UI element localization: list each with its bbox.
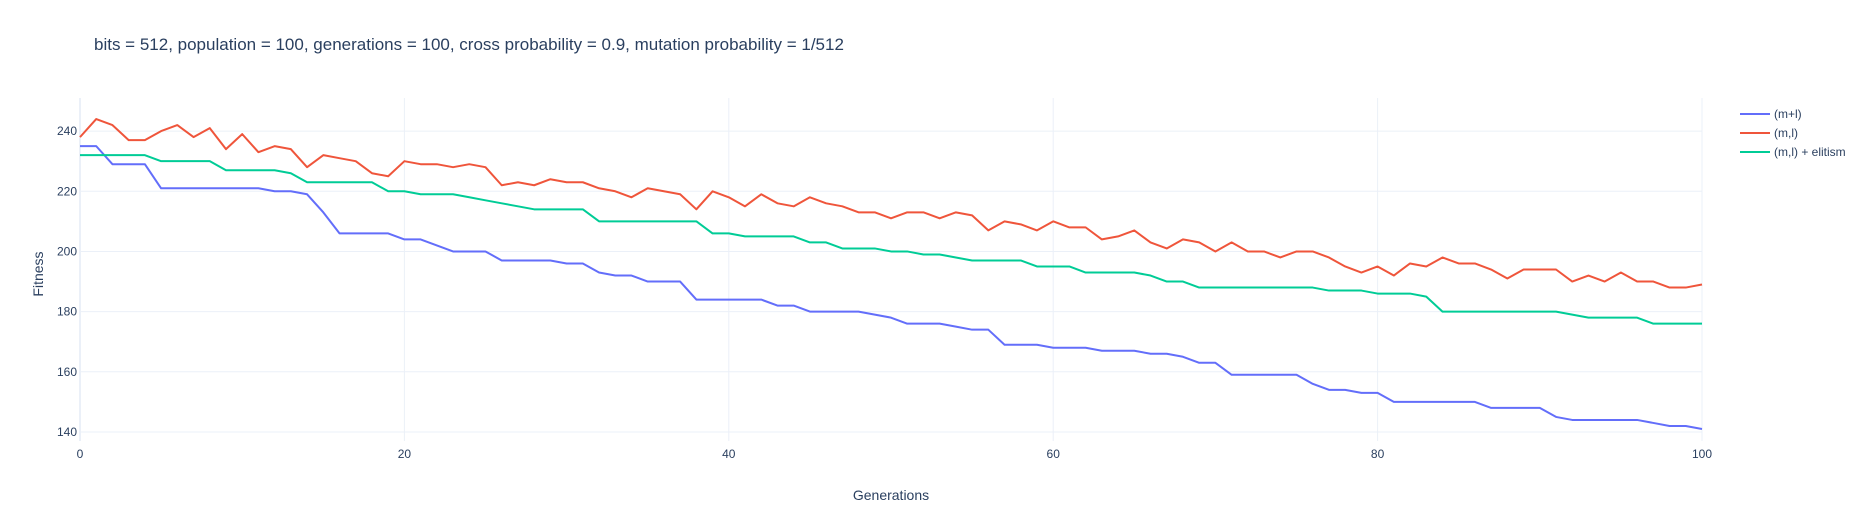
x-tick-label: 60 [1047, 447, 1061, 461]
x-tick-label: 40 [722, 447, 736, 461]
y-tick-label: 200 [57, 244, 77, 258]
legend-item[interactable]: (m,l) [1740, 126, 1798, 140]
legend-item[interactable]: (m,l) + elitism [1740, 145, 1846, 159]
x-tick-label: 100 [1692, 447, 1712, 461]
y-axis-title: Fitness [30, 251, 46, 296]
y-axis-ticks: 140 160 180 200 220 240 [57, 124, 77, 439]
x-tick-label: 80 [1371, 447, 1385, 461]
y-tick-label: 160 [57, 365, 77, 379]
x-axis-ticks: 0 20 40 60 80 100 [77, 447, 1713, 461]
y-tick-label: 220 [57, 184, 77, 198]
y-tick-label: 180 [57, 305, 77, 319]
y-tick-label: 140 [57, 425, 77, 439]
y-tick-label: 240 [57, 124, 77, 138]
legend-label: (m+l) [1774, 107, 1802, 121]
legend-item[interactable]: (m+l) [1740, 107, 1802, 121]
series-line-3 [80, 154, 1702, 325]
legend-label: (m,l) + elitism [1774, 145, 1846, 159]
series-line-1 [80, 145, 1703, 430]
chart-title: bits = 512, population = 100, generation… [94, 35, 844, 54]
legend[interactable]: (m+l) (m,l) (m,l) + elitism [1740, 107, 1846, 159]
legend-label: (m,l) [1774, 126, 1798, 140]
series-line-2 [79, 118, 1703, 289]
x-tick-label: 0 [77, 447, 84, 461]
series-lines [79, 118, 1703, 430]
x-tick-label: 20 [398, 447, 412, 461]
grid-lines [79, 98, 1703, 441]
x-axis-title: Generations [853, 487, 929, 503]
